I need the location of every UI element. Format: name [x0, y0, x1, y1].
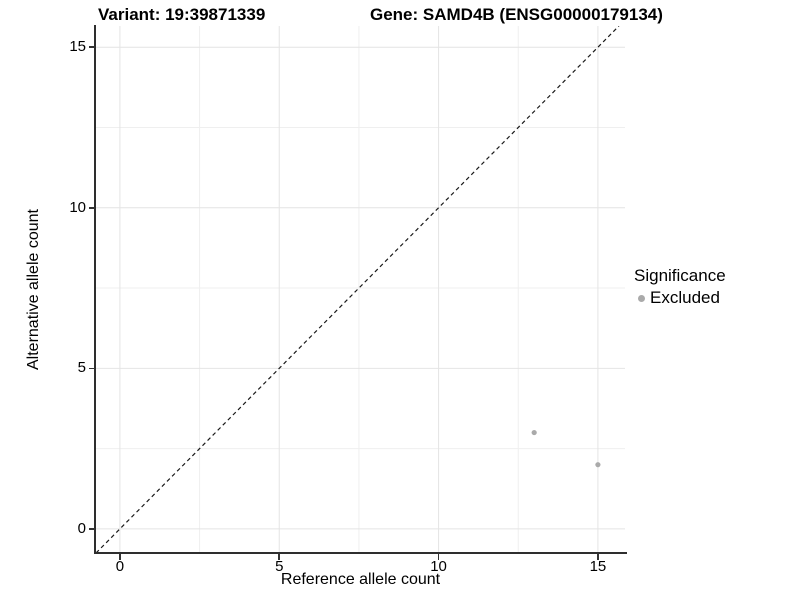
x-tick-label: 5	[275, 558, 284, 575]
y-axis-tick	[89, 367, 95, 370]
y-tick-label: 5	[77, 359, 86, 377]
x-axis-tick	[597, 554, 599, 560]
identity-dashed-line	[95, 25, 620, 554]
legend-title: Significance	[634, 266, 726, 285]
x-axis-line	[94, 552, 627, 554]
legend-point-icon	[638, 294, 645, 302]
y-tick-label: 10	[69, 198, 86, 216]
y-tick-label: 15	[69, 38, 86, 56]
plot-title-gene: Gene: SAMD4B (ENSG00000179134)	[370, 5, 663, 24]
legend-item-label: Excluded	[650, 288, 720, 307]
y-axis-line	[94, 25, 96, 554]
plot-panel	[95, 25, 625, 554]
data-point	[595, 462, 601, 468]
x-tick-label: 0	[115, 558, 125, 575]
plot-title-variant: Variant: 19:39871339	[98, 5, 266, 24]
x-axis-tick	[278, 554, 280, 560]
y-tick-label: 0	[77, 519, 86, 537]
x-axis-title: Reference allele count	[280, 571, 441, 588]
y-axis-tick	[89, 46, 95, 48]
x-tick-label: 15	[589, 558, 607, 575]
x-tick-label: 10	[430, 558, 447, 575]
legend-item-excluded: Excluded	[634, 288, 726, 308]
data-point	[531, 429, 537, 436]
x-axis-tick	[437, 554, 440, 560]
legend: Significance Excluded	[634, 266, 726, 308]
panel-canvas	[95, 25, 625, 554]
y-axis-title: Alternative allele count	[25, 209, 42, 370]
y-axis-tick	[89, 207, 95, 209]
y-axis-tick	[89, 528, 95, 530]
x-axis-tick	[119, 554, 121, 560]
